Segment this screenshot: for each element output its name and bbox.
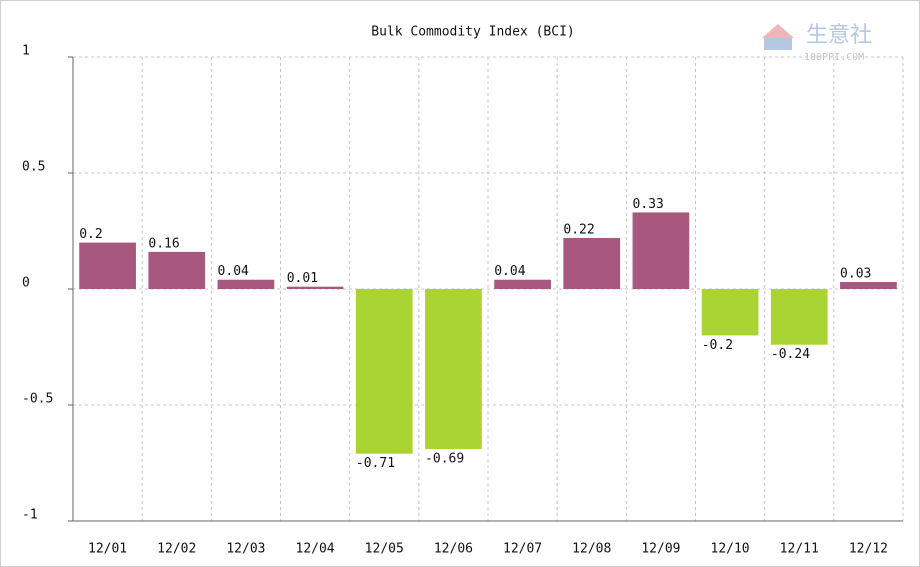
value-label: -0.69 (425, 452, 464, 467)
x-tick-label: 12/04 (296, 542, 335, 557)
bar (770, 289, 828, 345)
bar (840, 282, 897, 289)
bar (632, 212, 690, 289)
x-tick-label: 12/11 (780, 542, 819, 557)
bar (701, 289, 759, 336)
chart-title: Bulk Commodity Index (BCI) (371, 25, 575, 40)
value-label: 0.01 (287, 271, 318, 286)
bar (494, 279, 551, 289)
y-tick-label: -1 (22, 508, 38, 523)
x-tick-label: 12/05 (365, 542, 404, 557)
x-tick-label: 12/07 (503, 542, 542, 557)
y-tick-label: -0.5 (22, 392, 53, 407)
bar (217, 279, 275, 289)
value-label: 0.03 (840, 267, 871, 282)
bar (286, 286, 344, 289)
x-tick-label: 12/06 (434, 542, 473, 557)
y-tick-label: 0 (22, 276, 30, 291)
x-tick-label: 12/10 (711, 542, 750, 557)
value-label: 0.04 (494, 264, 525, 279)
value-label: -0.71 (356, 456, 395, 471)
y-tick-label: 1 (22, 44, 30, 59)
watermark-brand: 生意社 (806, 23, 872, 48)
value-label: -0.24 (771, 347, 810, 362)
value-label: 0.2 (79, 227, 102, 242)
bar (563, 237, 621, 289)
watermark-icon (762, 24, 794, 38)
value-label: 0.16 (148, 236, 179, 251)
bar (148, 251, 206, 289)
x-tick-label: 12/02 (157, 542, 196, 557)
bar (79, 242, 136, 289)
value-label: 0.22 (563, 222, 594, 237)
x-tick-label: 12/01 (88, 542, 127, 557)
x-tick-label: 12/08 (572, 542, 611, 557)
y-tick-label: 0.5 (22, 160, 45, 175)
x-tick-label: 12/12 (849, 542, 888, 557)
x-tick-label: 12/03 (226, 542, 265, 557)
bar (355, 289, 413, 454)
value-label: -0.2 (702, 338, 733, 353)
value-label: 0.04 (218, 264, 249, 279)
watermark-icon-base (764, 38, 792, 50)
value-label: 0.33 (633, 197, 664, 212)
x-tick-label: 12/09 (641, 542, 680, 557)
bar (425, 289, 482, 450)
